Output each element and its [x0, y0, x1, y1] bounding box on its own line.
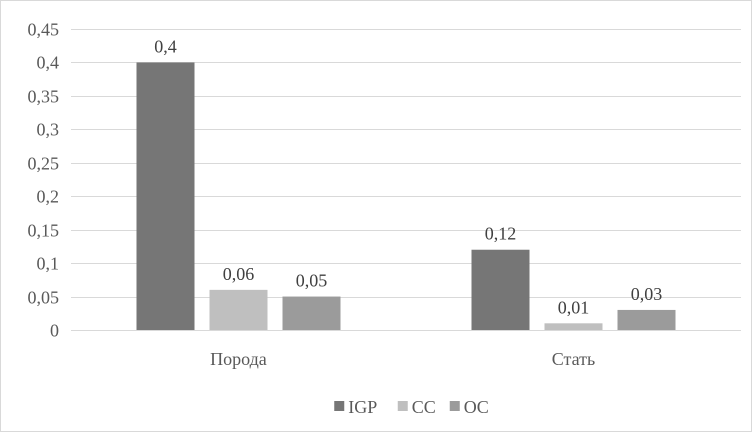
- bar-igp-1: [136, 62, 195, 330]
- legend-label: CC: [412, 397, 436, 417]
- bar-cc-1: [209, 289, 268, 330]
- y-tick-label: 0: [50, 321, 59, 341]
- y-tick-label: 0,15: [28, 221, 60, 241]
- legend-label: IGP: [348, 397, 377, 417]
- data-label: 0,05: [296, 271, 328, 291]
- y-axis-tick-labels: 0 0,05 0,1 0,15 0,2 0,25 0,3 0,35 0,4 0,45: [28, 20, 60, 341]
- x-tick-label: Стать: [552, 349, 595, 369]
- y-tick-label: 0,45: [28, 20, 60, 40]
- y-tick-label: 0,05: [28, 288, 60, 308]
- bar-oc-1: [282, 296, 341, 330]
- y-tick-label: 0,35: [28, 87, 60, 107]
- data-label: 0,06: [223, 264, 255, 284]
- legend-swatch: [397, 401, 408, 411]
- data-labels: 0,4 0,06 0,05 0,12 0,01 0,03: [154, 36, 662, 317]
- bar-igp-2: [471, 249, 530, 330]
- bar-cc-2: [544, 323, 603, 330]
- legend-label: OC: [464, 397, 489, 417]
- data-label: 0,01: [558, 297, 590, 317]
- x-tick-label: Порода: [210, 349, 267, 369]
- legend: IGP CC OC: [334, 397, 489, 417]
- bars: [136, 62, 676, 330]
- y-tick-label: 0,1: [37, 254, 60, 274]
- x-axis-tick-labels: Порода Стать: [210, 349, 595, 369]
- data-label: 0,03: [631, 284, 663, 304]
- data-label: 0,12: [485, 224, 517, 244]
- legend-swatch: [334, 401, 345, 411]
- y-tick-label: 0,2: [37, 187, 60, 207]
- legend-swatch: [449, 401, 460, 411]
- y-tick-label: 0,4: [37, 53, 60, 73]
- y-tick-label: 0,25: [28, 154, 60, 174]
- data-label: 0,4: [154, 36, 177, 56]
- y-tick-label: 0,3: [37, 120, 60, 140]
- bar-oc-2: [617, 309, 676, 330]
